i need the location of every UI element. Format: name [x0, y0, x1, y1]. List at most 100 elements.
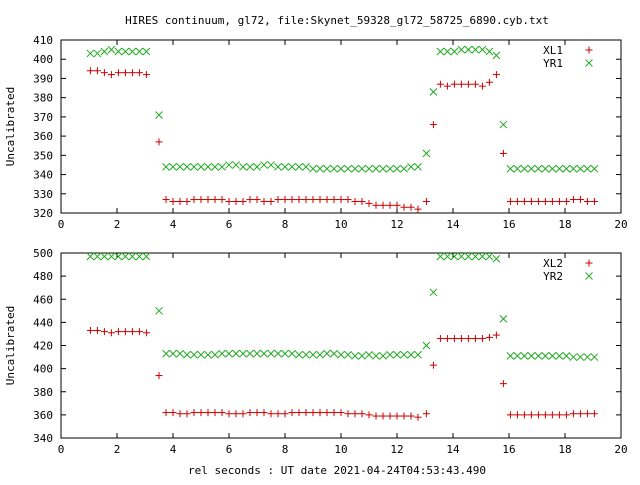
- panel-1-yr1-point-stroke: [197, 163, 205, 171]
- panel-2-xl2-point: [128, 328, 136, 336]
- shared-xlabel: rel seconds : UT date 2021-04-24T04:53:4…: [188, 464, 486, 477]
- panel-2-x-tick-label: 8: [282, 443, 289, 456]
- panel-2-yr2-point-stroke: [267, 349, 275, 358]
- panel-1-xl1-point: [330, 196, 338, 204]
- panel-2-yr2-point: [169, 349, 177, 358]
- panel-2-yr2-point: [386, 350, 394, 359]
- panel-2-xl2-point: [400, 412, 408, 420]
- panel-1-yr1-point-stroke: [520, 164, 529, 173]
- panel-2-yr2-point-stroke: [450, 252, 459, 261]
- panel-1-yr1-point-stroke: [135, 47, 144, 56]
- panel-1-yr1-point-stroke: [128, 47, 137, 56]
- panel-2-yr2-point: [121, 252, 130, 261]
- panel-2-xl2-point: [218, 409, 226, 417]
- panel-2-xl2-point: [464, 335, 472, 343]
- panel-2-yr2-point-stroke: [190, 350, 198, 359]
- panel-2-x-tick-label: 16: [502, 443, 515, 456]
- panel-2-y-tick-label: 380: [33, 386, 53, 399]
- panel-2-yr2-point-stroke: [288, 349, 296, 358]
- panel-1-yr1-point: [358, 164, 366, 173]
- panel-1-yr1-point-stroke: [358, 164, 366, 173]
- panel-1-yr1-point-stroke: [218, 163, 226, 171]
- panel-2-yr2-point-stroke: [114, 252, 123, 261]
- panel-2-yr2-point: [576, 353, 585, 361]
- panel-2-yr2-point: [190, 350, 198, 359]
- panel-1-legend-marker-stroke: [585, 59, 593, 67]
- panel-2-yr2-point: [155, 306, 163, 315]
- panel-1-xl1-point: [478, 82, 486, 90]
- panel-1-yr1-point: [576, 164, 585, 173]
- panel-1-yr1-point-stroke: [513, 164, 522, 173]
- panel-1-yr1-point-stroke: [464, 45, 473, 54]
- panel-2-yr2-point-stroke: [93, 252, 102, 261]
- panel-1-xl1-point: [239, 197, 247, 205]
- panel-2-xl2-point: [135, 328, 143, 336]
- panel-1-yr1-point: [100, 47, 109, 56]
- panel-1-yr1-point: [274, 163, 282, 171]
- panel-1-yr1-point: [309, 164, 317, 173]
- panel-1-yr1-point-stroke: [183, 163, 191, 171]
- panel-1-yr1-point: [107, 45, 116, 54]
- panel-2-yr2-point: [485, 252, 494, 261]
- panel-2-yr2-point-stroke: [527, 352, 536, 360]
- panel-2-xl2-point: [121, 328, 129, 336]
- panel-1-yr1-point-stroke: [281, 163, 289, 171]
- panel-2-yr2-point: [429, 288, 438, 297]
- panel-1-yr1-point: [590, 164, 599, 173]
- panel-1-yr1-point-stroke: [478, 45, 487, 54]
- panel-1-yr1-point: [337, 164, 345, 173]
- panel-2-yr2-point-stroke: [562, 352, 571, 360]
- panel-2-xl2-point: [506, 411, 514, 419]
- panel-1-yr1-point: [197, 163, 205, 171]
- panel-2-xl2-point: [393, 412, 401, 420]
- panel-1-yr1-point: [520, 164, 529, 173]
- panel-2-legend-marker: [585, 272, 593, 280]
- panel-1-yr1-point-stroke: [436, 47, 445, 56]
- panel-1-xl1-point: [534, 197, 542, 205]
- panel-2-yr2-point: [183, 350, 191, 359]
- panel-1-yr1-point: [155, 111, 163, 119]
- panel-1-xl1-point: [576, 196, 584, 204]
- panel-1-yr1-point: [246, 163, 254, 171]
- panel-2-yr2-point-stroke: [555, 352, 564, 360]
- panel-1-yr1-point: [506, 164, 515, 173]
- panel-2-legend-label: XL2: [543, 257, 563, 270]
- panel-1-yr1-point-stroke: [190, 163, 198, 171]
- panel-2-xl2-point: [471, 335, 479, 343]
- panel-2-xl2-point: [492, 331, 500, 339]
- panel-2-x-tick-label: 6: [226, 443, 233, 456]
- panel-1-xl1-point: [492, 71, 500, 79]
- panel-1-xl1-point: [429, 121, 437, 129]
- panel-2-yr2-point-stroke: [239, 349, 247, 358]
- panel-2-yr2-point: [351, 352, 359, 360]
- panel-1-yr1-point-stroke: [323, 164, 331, 173]
- panel-2-yr2-point: [93, 252, 102, 261]
- panel-1-x-tick-label: 4: [170, 218, 177, 231]
- panel-2-xl2-point: [379, 412, 387, 420]
- panel-1-yr1-point-stroke: [86, 49, 95, 58]
- panel-2-xl2-point: [323, 409, 331, 417]
- panel-2-yr2-point-stroke: [520, 352, 529, 360]
- panel-1-xl1-point: [218, 196, 226, 204]
- panel-2-yr2-point: [135, 252, 144, 261]
- panel-2-yr2-point-stroke: [337, 350, 345, 359]
- panel-2-yr2-point: [204, 350, 212, 359]
- panel-1-xl1-point: [548, 197, 556, 205]
- panel-1-xl1-point: [274, 196, 282, 204]
- panel-2-yr2-point-stroke: [86, 252, 95, 261]
- panel-2-x-tick-label: 4: [170, 443, 177, 456]
- panel-1-xl1-point: [155, 138, 163, 146]
- panel-2-yr2-point-stroke: [176, 349, 184, 358]
- panel-1-yr1-point: [492, 51, 501, 60]
- panel-1-yr1-point-stroke: [107, 45, 116, 54]
- panel-2-legend-marker-stroke: [585, 272, 593, 280]
- panel-1-yr1-point-stroke: [204, 163, 212, 171]
- panel-1-y-tick-label: 390: [33, 72, 53, 85]
- panel-1-xl1-point: [337, 196, 345, 204]
- panel-1-yr1-point: [232, 161, 240, 169]
- panel-2-yr2-point-stroke: [197, 350, 205, 359]
- panel-1-xl1-point: [121, 69, 129, 77]
- panel-2-yr2-point: [288, 349, 296, 358]
- panel-2-yr2-point: [534, 352, 543, 360]
